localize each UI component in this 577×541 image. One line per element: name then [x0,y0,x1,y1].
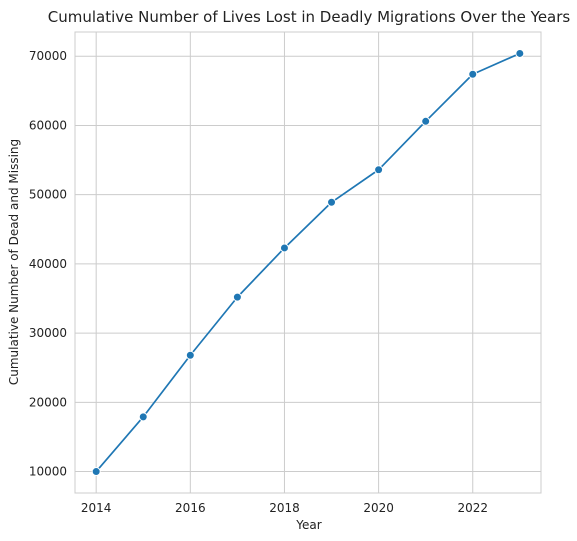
chart-title: Cumulative Number of Lives Lost in Deadl… [48,8,571,26]
y-tick-label: 30000 [29,326,67,340]
data-point [138,412,148,422]
series-layer [91,48,525,477]
x-axis-label: Year [295,518,321,532]
data-point [515,48,525,58]
x-tick-label: 2014 [81,501,112,515]
tick-labels: 2014 2016 2018 2020 2022 10000 20000 30000 40000… [29,49,488,515]
data-point [327,197,337,207]
plot-border [74,31,542,494]
x-tick-label: 2022 [457,501,488,515]
y-tick-label: 70000 [29,49,67,63]
grid-lines [75,32,541,493]
data-point [468,69,478,79]
data-point [421,116,431,126]
plot-frame [74,31,542,494]
y-tick-label: 20000 [29,395,67,409]
y-tick-label: 10000 [29,465,67,479]
data-point [374,165,384,175]
y-tick-label: 50000 [29,188,67,202]
y-tick-label: 40000 [29,257,67,271]
data-point [232,292,242,302]
x-tick-label: 2016 [175,501,206,515]
x-tick-label: 2018 [269,501,300,515]
x-tick-label: 2020 [363,501,394,515]
y-axis-label: Cumulative Number of Dead and Missing [7,139,21,385]
data-point [279,243,289,253]
series-line [95,52,521,473]
data-point [185,350,195,360]
y-tick-label: 60000 [29,118,67,132]
data-point [91,467,101,477]
